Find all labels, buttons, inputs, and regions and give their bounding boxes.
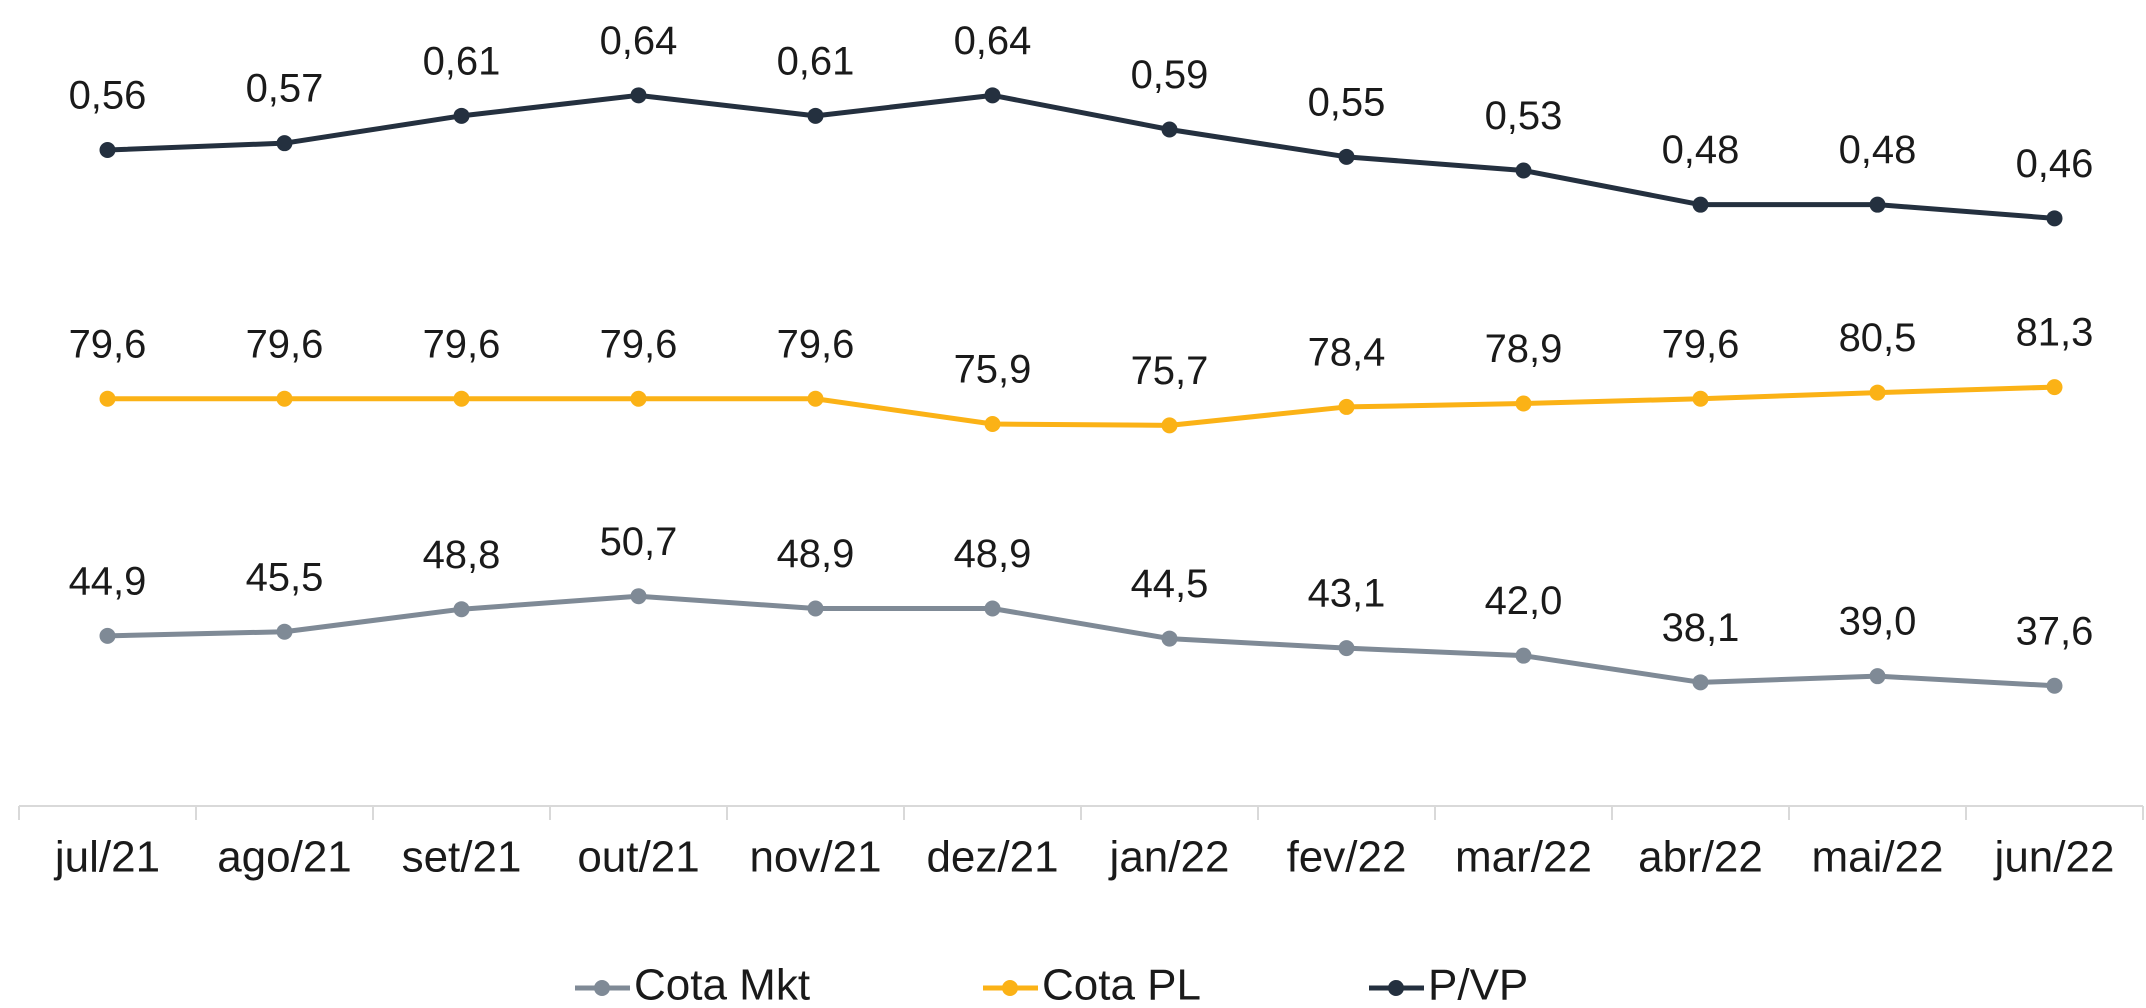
x-tick-label: mai/22 <box>1811 833 1943 882</box>
data-label: 0,53 <box>1485 94 1563 138</box>
data-label: 0,48 <box>1839 128 1917 172</box>
data-point <box>1869 384 1886 401</box>
data-point <box>630 87 647 104</box>
data-label: 0,55 <box>1308 80 1386 124</box>
data-point <box>1338 398 1355 415</box>
data-point <box>2046 210 2063 227</box>
x-tick-label: mar/22 <box>1455 833 1592 882</box>
data-label: 78,4 <box>1308 330 1386 374</box>
data-label: 79,6 <box>69 322 147 366</box>
data-label: 50,7 <box>600 520 678 564</box>
legend-marker <box>594 980 610 996</box>
data-point <box>453 601 470 618</box>
data-label: 79,6 <box>1662 322 1740 366</box>
x-tick-label: fev/22 <box>1287 833 1407 882</box>
data-point <box>984 87 1001 104</box>
data-point <box>2046 677 2063 694</box>
data-point <box>453 390 470 407</box>
data-label: 0,59 <box>1131 53 1209 97</box>
data-label: 81,3 <box>2016 311 2094 355</box>
data-point <box>276 623 293 640</box>
data-label: 75,7 <box>1131 349 1209 393</box>
data-point <box>984 600 1001 617</box>
data-label: 0,64 <box>954 19 1032 63</box>
x-tick-label: jan/22 <box>1108 833 1230 882</box>
data-label: 79,6 <box>246 322 324 366</box>
data-point <box>807 390 824 407</box>
data-label: 39,0 <box>1839 600 1917 644</box>
data-label: 79,6 <box>423 322 501 366</box>
data-label: 78,9 <box>1485 327 1563 371</box>
data-point <box>1161 630 1178 647</box>
legend-marker <box>1002 980 1018 996</box>
data-label: 0,61 <box>423 39 501 83</box>
data-label: 0,57 <box>246 67 324 111</box>
x-tick-label: dez/21 <box>926 833 1058 882</box>
x-tick-label: abr/22 <box>1638 833 1763 882</box>
data-label: 0,48 <box>1662 128 1740 172</box>
data-point <box>1161 417 1178 434</box>
data-point <box>1515 647 1532 664</box>
data-point <box>984 416 1001 433</box>
data-label: 48,9 <box>777 532 855 576</box>
data-label: 79,6 <box>777 322 855 366</box>
data-point <box>1515 162 1532 179</box>
data-point <box>807 107 824 124</box>
legend-label: P/VP <box>1428 961 1528 1008</box>
data-point <box>807 600 824 617</box>
x-tick-label: nov/21 <box>749 833 881 882</box>
series-line <box>107 92 2055 221</box>
data-point <box>1161 121 1178 138</box>
data-label: 44,5 <box>1131 562 1209 606</box>
data-point <box>99 142 116 158</box>
data-label: 0,61 <box>777 39 855 83</box>
data-point <box>1692 390 1709 407</box>
x-tick-label: out/21 <box>577 833 699 882</box>
data-point <box>1515 395 1532 412</box>
series-line <box>107 593 2055 689</box>
data-point <box>1338 148 1355 165</box>
data-label: 0,46 <box>2016 142 2094 186</box>
data-point <box>276 135 293 152</box>
data-point <box>453 107 470 124</box>
data-point <box>99 627 116 644</box>
data-label: 75,9 <box>954 348 1032 392</box>
x-tick-label: ago/21 <box>217 833 352 882</box>
data-label: 48,9 <box>954 532 1032 576</box>
data-point <box>99 390 116 407</box>
x-tick-label: set/21 <box>402 833 522 882</box>
data-label: 48,8 <box>423 533 501 577</box>
data-point <box>276 390 293 407</box>
data-point <box>1338 640 1355 657</box>
data-label: 80,5 <box>1839 316 1917 360</box>
data-label: 79,6 <box>600 322 678 366</box>
data-label: 38,1 <box>1662 606 1740 650</box>
legend-label: Cota Mkt <box>634 961 810 1008</box>
x-tick-label: jun/22 <box>1993 833 2115 882</box>
data-label: 43,1 <box>1308 572 1386 616</box>
data-label: 0,56 <box>69 74 147 118</box>
legend-label: Cota PL <box>1042 961 1201 1008</box>
data-point <box>630 390 647 407</box>
data-label: 44,9 <box>69 559 147 603</box>
data-label: 42,0 <box>1485 579 1563 623</box>
series-line <box>107 384 2055 428</box>
data-point <box>2046 379 2063 396</box>
legend-marker <box>1388 980 1404 996</box>
data-point <box>1692 674 1709 691</box>
x-tick-label: jul/21 <box>53 833 160 882</box>
data-label: 0,64 <box>600 19 678 63</box>
data-label: 45,5 <box>246 555 324 599</box>
data-point <box>1869 196 1886 213</box>
data-point <box>1692 196 1709 213</box>
data-point <box>1869 668 1886 685</box>
data-label: 37,6 <box>2016 609 2094 653</box>
data-point <box>630 588 647 605</box>
